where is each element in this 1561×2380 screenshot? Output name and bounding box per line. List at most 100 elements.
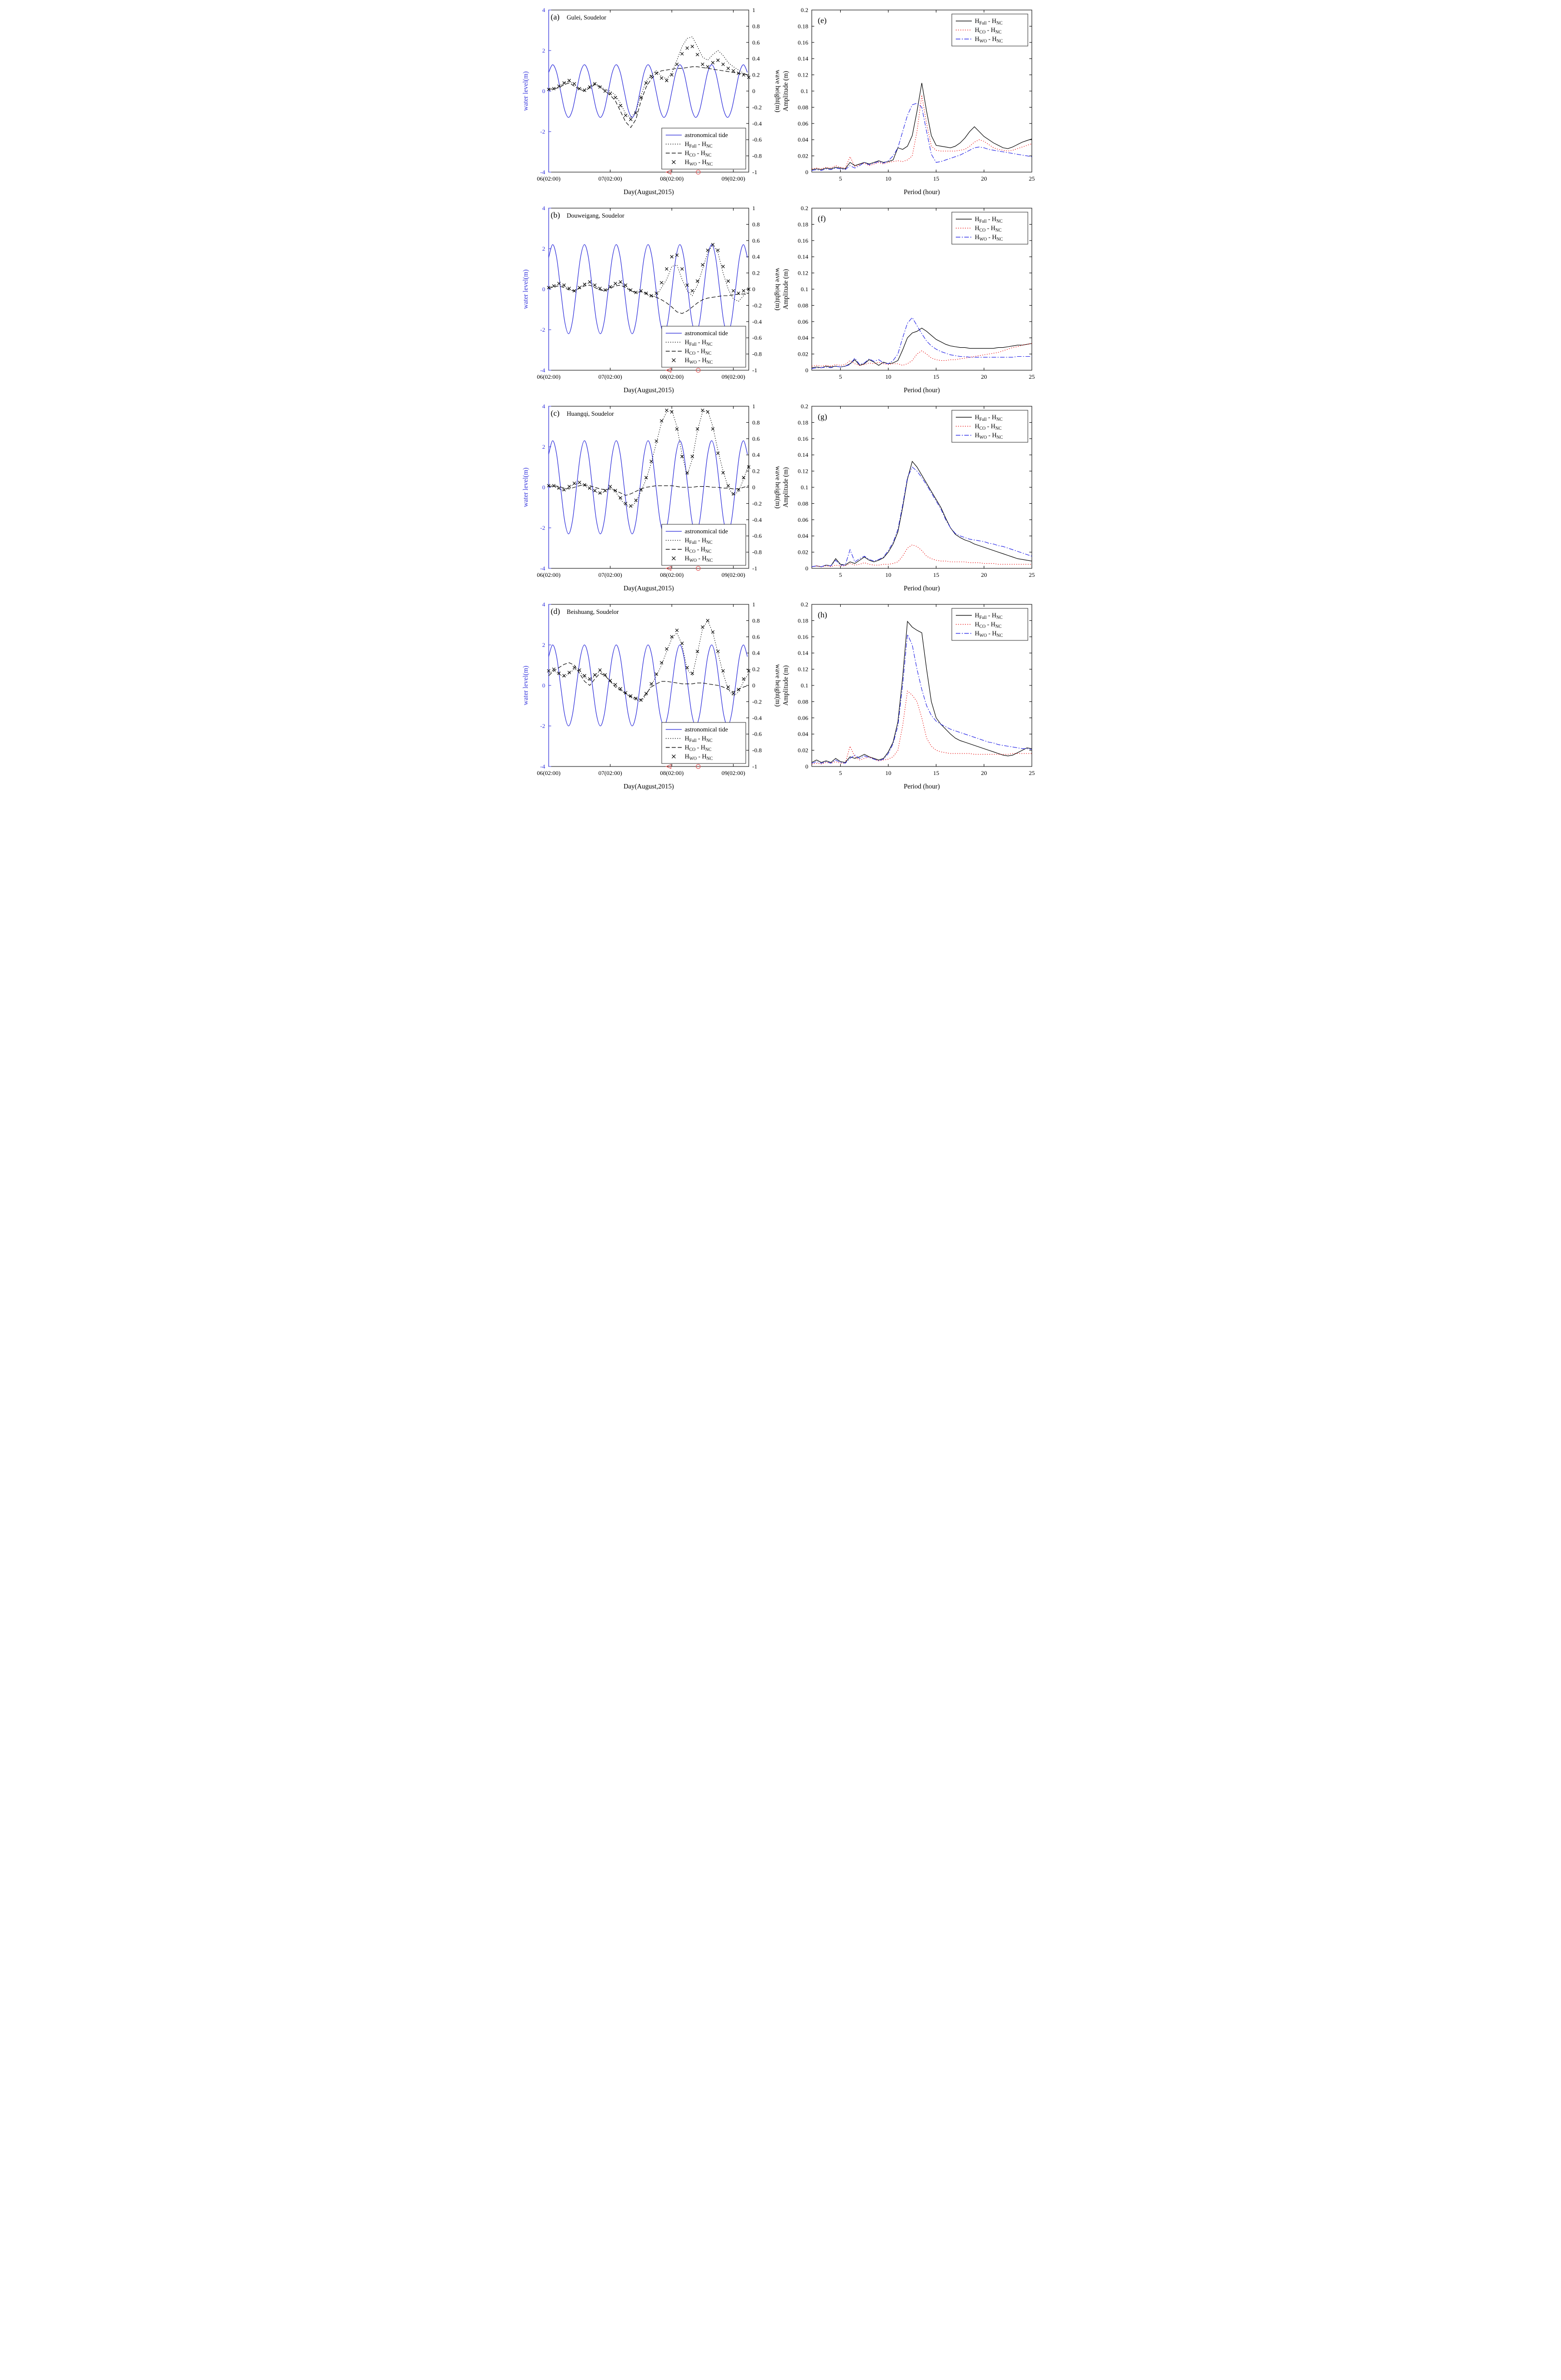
y-tick-label: 0.06 [798, 120, 808, 127]
y-axis-right [1029, 406, 1032, 569]
chart-a-svg: 06(02:00) 07(02:00) 08(02:00) 09(02:00) Day(… [522, 7, 781, 196]
svg-text:HCO - HNC: HCO - HNC [975, 225, 1002, 233]
y-axis-left: -4 -2 0 2 4 water level(m) [522, 205, 551, 374]
y-tick-label-right: 0.6 [752, 435, 760, 442]
series-astronomical-tide [548, 644, 748, 726]
landfall-triangle-icon [665, 764, 671, 769]
y-tick-label: 0.02 [798, 549, 808, 556]
y-tick-label: 0.02 [798, 747, 808, 754]
svg-text:HCO - HNC: HCO - HNC [685, 546, 712, 554]
y-axis-right: -1 -0.8 -0.6 -0.4 -0.2 0 0.2 0.4 0.6 0.8 1 wave hei… [746, 205, 781, 374]
y-axis-label-right: wave height(m) [774, 268, 781, 310]
series-h-co-h-nc [548, 484, 749, 496]
panel-label: (b) Douweigang, Soudelor [551, 211, 625, 220]
svg-text:HFull - HNC: HFull - HNC [685, 141, 713, 149]
y-tick-label: 0.12 [798, 468, 808, 475]
y-tick-label-right: -0.6 [752, 730, 762, 737]
svg-text:HFull - HNC: HFull - HNC [975, 216, 1003, 224]
y-axis-label-left: water level(m) [522, 71, 529, 111]
y-axis-label-left: water level(m) [522, 269, 529, 309]
y-axis-left: -4 -2 0 2 4 water level(m) [522, 7, 551, 176]
x-tick-label: 07(02:00) [598, 373, 622, 380]
y-tick-label-right: -0.2 [752, 500, 762, 507]
y-tick-label: 0.06 [798, 516, 808, 523]
y-tick-label-right: -0.8 [752, 747, 762, 754]
x-tick-label: 25 [1029, 571, 1035, 578]
chart-h-spectrum-beishuang: 5 10 15 20 25 Period (hour) 0 0.02 0.04 0.06 0.08 0… [781, 597, 1041, 796]
y-tick-label: 4 [542, 7, 545, 14]
x-tick-label: 06(02:00) [537, 769, 560, 776]
x-axis: 06(02:00) 07(02:00) 08(02:00) 09(02:00) Day(… [537, 10, 745, 196]
y-tick-label: 0 [805, 763, 808, 770]
y-tick-label-right: 0 [752, 682, 755, 689]
y-axis-right: -1 -0.8 -0.6 -0.4 -0.2 0 0.2 0.4 0.6 0.8 1 wave hei… [746, 601, 781, 770]
svg-text:HCO - HNC: HCO - HNC [975, 423, 1002, 431]
x-tick-label: 09(02:00) [721, 769, 745, 776]
x-tick-label: 5 [839, 769, 842, 776]
panel-label: (d) Beishuang, Soudelor [551, 607, 619, 616]
panel-label: (g) [818, 413, 827, 421]
x-tick-label: 09(02:00) [721, 175, 745, 182]
y-tick-label: -2 [540, 524, 545, 531]
x-axis: 06(02:00) 07(02:00) 08(02:00) 09(02:00) Day(… [537, 208, 745, 394]
chart-c-svg: 06(02:00) 07(02:00) 08(02:00) 09(02:00) Day(… [522, 403, 781, 592]
y-tick-label-right: 0.6 [752, 39, 760, 46]
panel-label: (h) [818, 611, 827, 619]
x-axis: 5 10 15 20 25 Period (hour) [839, 406, 1035, 592]
x-tick-label: 07(02:00) [598, 571, 622, 578]
y-tick-label: 0.12 [798, 270, 808, 277]
x-tick-label: 15 [933, 373, 939, 380]
station-title: Gulei, Soudelor [567, 14, 607, 21]
x-tick-label: 15 [933, 175, 939, 182]
x-tick-label: 20 [981, 769, 987, 776]
y-tick-label-right: -0.2 [752, 104, 762, 111]
y-tick-label-right: -0.2 [752, 698, 762, 705]
svg-text:HFull - HNC: HFull - HNC [685, 537, 713, 545]
landfall-circle-icon [695, 566, 701, 571]
series-h-full-h-nc [548, 244, 749, 302]
y-tick-label: 0.18 [798, 617, 808, 624]
series-h-wo-h-nc [811, 633, 1032, 764]
x-tick-label: 25 [1029, 175, 1035, 182]
y-axis-right [1029, 604, 1032, 767]
y-tick-label-right: -1 [752, 367, 757, 374]
chart-e-spectrum-gulei: 5 10 15 20 25 Period (hour) 0 0.02 0.04 0.06 0.08 0… [781, 3, 1041, 201]
y-tick-label-right: -1 [752, 565, 757, 572]
x-axis: 5 10 15 20 25 Period (hour) [839, 10, 1035, 196]
y-tick-label-right: 0.2 [752, 666, 760, 673]
y-axis-right: -1 -0.8 -0.6 -0.4 -0.2 0 0.2 0.4 0.6 0.8 1 wave hei… [746, 403, 781, 572]
landfall-triangle-icon [665, 170, 671, 175]
y-tick-label-right: 1 [752, 403, 755, 410]
y-tick-label: 0.1 [801, 484, 808, 491]
x-axis: 5 10 15 20 25 Period (hour) [839, 604, 1035, 790]
y-tick-label: 2 [542, 245, 545, 252]
x-tick-label: 07(02:00) [598, 175, 622, 182]
y-axis-left: -4 -2 0 2 4 water level(m) [522, 403, 551, 572]
x-axis-label: Period (hour) [903, 188, 939, 196]
svg-text:HWO - HNC: HWO - HNC [685, 159, 713, 167]
x-tick-label: 08(02:00) [660, 175, 683, 182]
y-tick-label-right: -0.2 [752, 302, 762, 309]
y-tick-label: 0 [542, 484, 545, 491]
y-axis-label-left: Amplitude (m) [782, 665, 789, 706]
y-axis-left: -4 -2 0 2 4 water level(m) [522, 601, 551, 770]
svg-text:(d): (d) [551, 607, 560, 616]
y-tick-label: 0 [542, 88, 545, 95]
x-axis: 5 10 15 20 25 Period (hour) [839, 208, 1035, 394]
x-axis-label: Day(August,2015) [623, 386, 674, 394]
landfall-markers [665, 764, 701, 769]
y-tick-label-right: -1 [752, 169, 757, 176]
x-tick-label: 08(02:00) [660, 373, 683, 380]
y-tick-label: 0.2 [801, 601, 808, 608]
x-axis: 06(02:00) 07(02:00) 08(02:00) 09(02:00) Day(… [537, 406, 745, 592]
series-h-co-h-nc [811, 343, 1032, 367]
x-tick-label: 10 [885, 571, 891, 578]
svg-text:(a): (a) [551, 13, 560, 22]
x-axis-label: Period (hour) [903, 584, 939, 592]
x-tick-label: 09(02:00) [721, 373, 745, 380]
